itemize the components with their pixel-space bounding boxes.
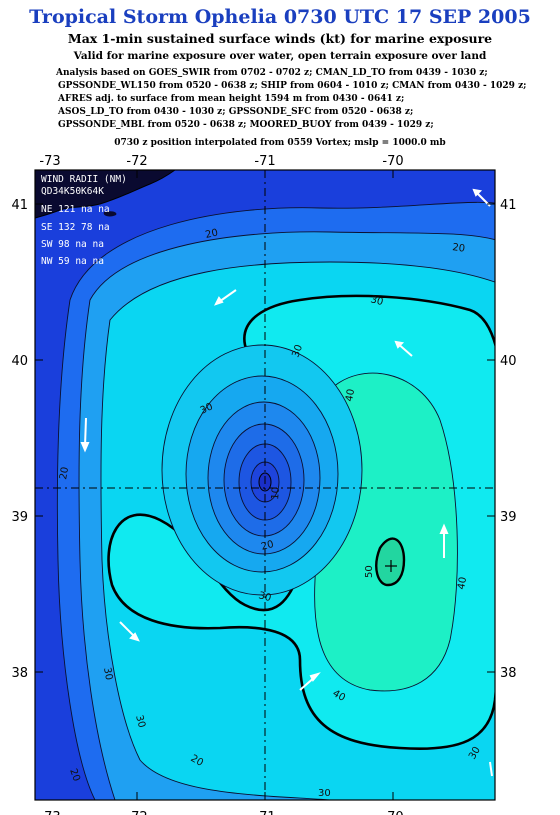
lat-tick-label: 39 <box>11 510 28 525</box>
analysis-source-line: Analysis based on GOES_SWIR from 0702 - … <box>56 68 488 78</box>
lat-tick-label: 39 <box>500 510 517 525</box>
wind-band-50kt <box>375 537 406 587</box>
axis-tick-marks <box>34 170 495 800</box>
analysis-source-line: ASOS_LD_TO from 0430 - 1030 z; GPSSONDE_… <box>58 107 414 117</box>
lon-tick-label: -70 <box>382 810 403 815</box>
contour-label: 30 <box>133 714 147 729</box>
wind-radii-header: WIND RADII (NM) <box>41 174 127 185</box>
wind-arrow-head <box>472 188 483 197</box>
wind-arrow-head <box>129 632 140 642</box>
wind-arrow-head <box>394 340 405 349</box>
lon-tick-label: -72 <box>126 810 147 815</box>
lon-tick-label: -73 <box>39 154 60 169</box>
wind-radii-thresholds: QD34K50K64K <box>41 186 104 197</box>
contour-label: 40 <box>456 576 469 590</box>
map-title: Tropical Storm Ophelia 0730 UTC 17 SEP 2… <box>29 6 531 28</box>
lat-labels-right: 41 40 39 38 <box>500 198 517 681</box>
lat-labels-left: 41 40 39 38 <box>11 198 28 681</box>
coastline-island <box>103 211 117 217</box>
wind-radii-legend: WIND RADII (NM) QD34K50K64K NE 121 na na… <box>41 174 127 267</box>
wind-radii-row: SW 98 na na <box>41 239 104 250</box>
analysis-source-line: AFRES adj. to surface from mean height 1… <box>58 94 405 104</box>
contour-label: 30 <box>369 294 384 308</box>
lon-tick-label: -73 <box>39 810 60 815</box>
analysis-source-line: GPSSONDE_WL150 from 0520 - 0638 z; SHIP … <box>58 81 527 91</box>
wind-radii-row: NE 121 na na <box>41 204 110 215</box>
wind-arrow-head <box>80 442 90 453</box>
wind-radii-row: SE 132 78 na <box>41 222 110 233</box>
lat-tick-label: 41 <box>11 198 28 213</box>
contour-label: 30 <box>290 343 305 359</box>
contour-label: 50 <box>364 565 375 578</box>
contour-label: 20 <box>67 767 82 783</box>
validity-note: Valid for marine exposure over water, op… <box>73 50 487 62</box>
wind-arrow-head <box>439 523 449 534</box>
wind-arrow-head <box>309 672 321 682</box>
contour-label: 10 <box>270 487 282 501</box>
wind-arrow-head <box>214 296 224 306</box>
lon-tick-label: -71 <box>254 810 275 815</box>
wind-arrow <box>84 417 87 447</box>
position-note: 0730 z position interpolated from 0559 V… <box>114 138 446 148</box>
contour-label: 40 <box>344 388 357 402</box>
lon-labels-top: -73 -72 -71 -70 <box>39 154 403 169</box>
lat-tick-label: 38 <box>500 666 517 681</box>
wind-arrow <box>489 761 493 777</box>
contour-label: 20 <box>58 466 71 480</box>
analysis-source-line: GPSSONDE_MBL from 0520 - 0638 z; MOORED_… <box>58 120 434 130</box>
coastline-land <box>35 170 176 219</box>
lat-tick-label: 40 <box>11 354 28 369</box>
wind-radii-row: NW 59 na na <box>41 256 104 267</box>
lon-tick-label: -72 <box>126 154 147 169</box>
lat-tick-label: 40 <box>500 354 517 369</box>
contour-label: 20 <box>204 228 219 241</box>
wind-field <box>35 170 495 800</box>
contour-label: 30 <box>257 590 272 604</box>
contour-label: 30 <box>199 401 215 416</box>
wind-observation-arrows <box>80 188 493 777</box>
contour-label: 20 <box>260 539 275 553</box>
lon-labels-bottom: -73 -72 -71 -70 <box>39 810 403 815</box>
lon-tick-label: -70 <box>382 154 403 169</box>
map-subtitle: Max 1-min sustained surface winds (kt) f… <box>67 31 493 46</box>
contour-label: 30 <box>318 788 331 799</box>
contour-label: 30 <box>101 667 114 681</box>
max-wind-marker <box>385 560 397 572</box>
lat-tick-label: 38 <box>11 666 28 681</box>
lon-tick-label: -71 <box>254 154 275 169</box>
lat-tick-label: 41 <box>500 198 517 213</box>
contour-label: 20 <box>452 242 466 255</box>
